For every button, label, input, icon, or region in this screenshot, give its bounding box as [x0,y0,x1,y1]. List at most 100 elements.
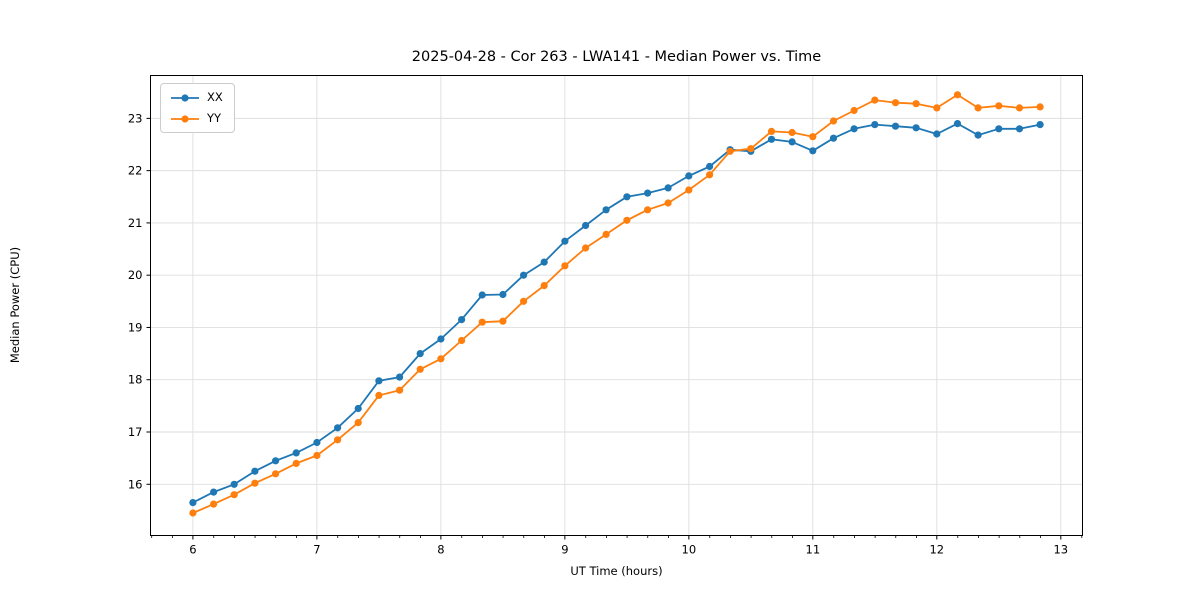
series-marker-xx [478,291,486,299]
series-marker-xx [210,488,218,496]
series-marker-xx [891,122,900,130]
series-marker-xx [871,121,879,129]
series-marker-yy [953,91,962,99]
series-marker-xx [189,499,197,507]
x-tick-label: 10 [682,543,697,557]
legend-sample-xx-icon [171,93,199,102]
series-marker-yy [829,117,838,125]
series-marker-yy [230,491,238,499]
series-marker-yy [416,365,424,373]
series-marker-yy [623,216,631,224]
series-marker-xx [354,404,362,413]
series-marker-xx [953,120,962,128]
series-marker-yy [251,479,259,487]
series-marker-xx [1036,121,1044,129]
series-marker-yy [891,99,900,107]
series-marker-xx [272,457,280,465]
y-axis-label: Median Power (CPU) [8,246,22,364]
x-tick-label: 13 [1053,543,1068,557]
series-marker-yy [933,104,941,112]
series-marker-yy [809,133,817,141]
series-marker-xx [850,125,858,133]
series-marker-xx [912,124,920,132]
series-marker-yy [747,145,755,153]
x-tick-label: 6 [189,543,196,557]
series-marker-yy [602,230,610,238]
series-marker-yy [540,282,548,290]
y-tick-label: 16 [128,477,143,491]
series-marker-xx [458,316,466,324]
series-marker-xx [396,373,404,381]
series-marker-yy [334,436,342,444]
y-tick-label: 23 [128,111,143,125]
legend-sample-yy-icon [171,114,199,123]
x-tick-label: 9 [561,543,568,557]
series-marker-yy [458,336,466,345]
series-marker-xx [995,125,1003,133]
series-marker-yy [520,297,528,305]
series-marker-xx [974,131,982,139]
legend-label-yy: YY [207,110,222,125]
y-tick-label: 17 [128,425,143,439]
series-marker-xx [664,184,672,192]
series-marker-xx [829,134,838,142]
x-tick-label: 8 [437,543,444,557]
series-marker-yy [850,106,858,115]
series-marker-xx [602,206,610,214]
series-marker-yy [767,127,776,135]
series-marker-xx [623,193,631,201]
series-marker-xx [788,138,796,146]
legend: XX YY [160,83,235,133]
series-marker-xx [644,189,652,197]
y-tick-label: 20 [128,268,143,282]
series-marker-yy [292,459,300,467]
series-marker-xx [767,135,776,143]
series-marker-yy [561,262,569,270]
series-marker-yy [726,147,734,155]
series-line-xx [192,122,1041,504]
series-marker-xx [437,335,445,343]
series-marker-xx [561,237,569,245]
series-marker-yy [1036,103,1044,111]
series-marker-yy [664,199,672,207]
series-marker-yy [354,419,362,427]
series-marker-yy [995,102,1003,110]
x-tick-label: 11 [806,543,821,557]
y-tick-label: 21 [128,216,143,230]
series-marker-xx [230,480,238,488]
series-marker-xx [685,172,693,180]
series-marker-yy [396,386,404,394]
series-marker-yy [685,186,693,194]
series-marker-xx [706,162,714,171]
series-marker-xx [499,290,507,299]
plot-frame [150,75,1083,536]
series-marker-yy [912,100,920,108]
legend-item-yy: YY [170,110,223,127]
series-marker-yy [375,391,383,399]
series-marker-xx [416,350,424,358]
series-marker-xx [251,467,259,475]
series-marker-yy [1015,104,1024,112]
y-tick-label: 18 [128,373,143,387]
series-marker-xx [334,424,342,432]
series-marker-xx [540,258,548,266]
series-line-yy [192,93,1041,514]
series-marker-yy [788,128,796,137]
series-marker-yy [706,171,714,179]
series-marker-xx [1015,125,1024,133]
series-marker-yy [871,96,879,104]
series-marker-yy [582,244,590,252]
series-marker-xx [375,377,383,385]
series-marker-yy [210,500,218,508]
series-marker-xx [520,271,528,279]
series-marker-xx [933,130,941,138]
series-marker-yy [272,470,280,478]
x-tick-label: 7 [313,543,320,557]
chart-title: 2025-04-28 - Cor 263 - LWA141 - Median P… [411,49,822,65]
series-marker-yy [974,104,982,112]
x-tick-label: 12 [929,543,944,557]
series-marker-yy [499,317,507,325]
legend-label-xx: XX [207,89,223,104]
